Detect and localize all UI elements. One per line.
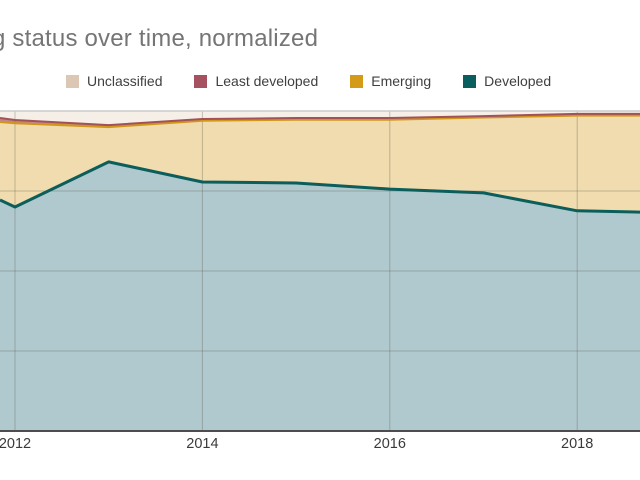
legend-swatch-emerging-icon xyxy=(350,74,364,88)
legend-swatch-developed-icon xyxy=(463,74,477,88)
x-tick-label-2014: 2014 xyxy=(186,436,219,452)
legend-label: Developed xyxy=(484,73,552,89)
line-emerging xyxy=(0,114,640,129)
legend-item-emerging: Emerging xyxy=(350,73,431,89)
legend-label: Unclassified xyxy=(87,73,163,89)
area-emerging xyxy=(0,115,640,213)
legend-swatch-least-developed-icon xyxy=(194,74,208,88)
area-developed xyxy=(0,161,640,431)
legend-swatch-unclassified-icon xyxy=(66,74,79,88)
legend-item-least-developed: Least developed xyxy=(194,73,318,89)
legend-item-developed: Developed xyxy=(463,73,551,89)
legend-item-unclassified: Unclassified xyxy=(66,73,162,89)
x-tick-label-2018: 2018 xyxy=(561,436,594,452)
legend-label: Least developed xyxy=(215,73,319,89)
legend-label: Emerging xyxy=(371,73,432,89)
chart-title: g status over time, normalized xyxy=(0,25,319,52)
line-developed xyxy=(0,160,640,214)
legend: Unclassified Least developed Emerging De… xyxy=(66,73,551,89)
x-tick-label-2012: 2012 xyxy=(0,436,32,452)
x-tick-label-2016: 2016 xyxy=(373,436,406,452)
line-least-developed xyxy=(0,112,640,127)
